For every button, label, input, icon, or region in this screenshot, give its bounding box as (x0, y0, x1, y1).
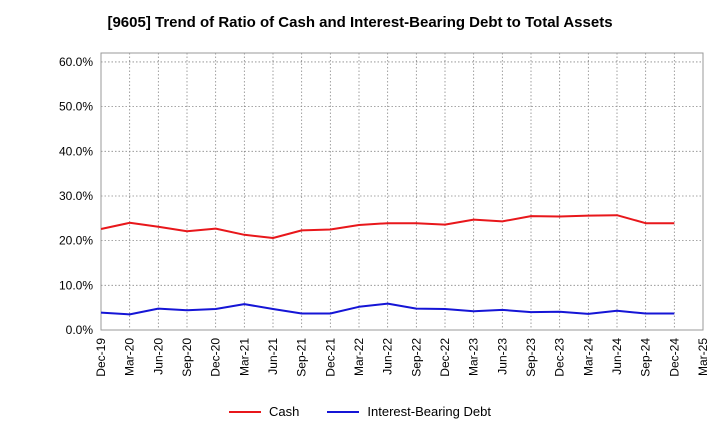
x-tick-label: Sep-24 (639, 338, 653, 377)
x-tick-label: Dec-22 (438, 338, 452, 377)
x-tick-label: Sep-23 (524, 338, 538, 377)
x-tick-label: Mar-21 (237, 338, 251, 376)
x-tick-label: Jun-23 (495, 338, 509, 375)
series-line-interest-bearing-debt (100, 302, 675, 316)
legend-label-cash: Cash (269, 404, 300, 419)
legend: Cash Interest-Bearing Debt (0, 404, 720, 419)
legend-item-cash: Cash (229, 404, 299, 419)
series-line-cash (100, 214, 675, 239)
legend-label-debt: Interest-Bearing Debt (367, 404, 491, 419)
legend-swatch-cash (229, 410, 262, 413)
y-tick-label: 30.0% (59, 189, 93, 203)
grid (101, 53, 703, 330)
x-tick-label: Mar-23 (467, 338, 481, 376)
x-tick-label: Mar-20 (123, 338, 137, 376)
x-tick-label: Mar-25 (696, 338, 710, 376)
x-tick-label: Dec-20 (209, 338, 223, 377)
x-tick-label: Jun-24 (610, 338, 624, 375)
legend-item-interest-bearing-debt: Interest-Bearing Debt (327, 404, 491, 419)
x-tick-label: Jun-21 (266, 338, 280, 375)
x-tick-label: Mar-22 (352, 338, 366, 376)
legend-swatch-debt (327, 410, 360, 413)
x-tick-label: Jun-22 (381, 338, 395, 375)
x-tick-label: Sep-21 (295, 338, 309, 377)
x-tick-label: Sep-20 (180, 338, 194, 377)
x-tick-label: Dec-19 (94, 338, 108, 377)
y-tick-label: 50.0% (59, 100, 93, 114)
y-tick-label: 60.0% (59, 55, 93, 69)
x-tick-label: Dec-23 (553, 338, 567, 377)
x-tick-label: Jun-20 (151, 338, 165, 375)
x-tick-label: Sep-22 (409, 338, 423, 377)
series-lines (100, 214, 675, 316)
x-tick-label: Dec-21 (323, 338, 337, 377)
y-tick-label: 40.0% (59, 144, 93, 158)
chart-title: [9605] Trend of Ratio of Cash and Intere… (107, 14, 613, 31)
y-tick-label: 20.0% (59, 234, 93, 248)
axes: 0.0% 10.0% 20.0% 30.0% 40.0% 50.0% 60.0% Dec-19… (59, 52, 710, 377)
y-tick-label: 10.0% (59, 278, 93, 292)
y-tick-label: 0.0% (66, 323, 94, 337)
x-tick-label: Mar-24 (581, 338, 595, 376)
x-tick-label: Dec-24 (667, 338, 681, 377)
plot-frame (100, 52, 704, 331)
